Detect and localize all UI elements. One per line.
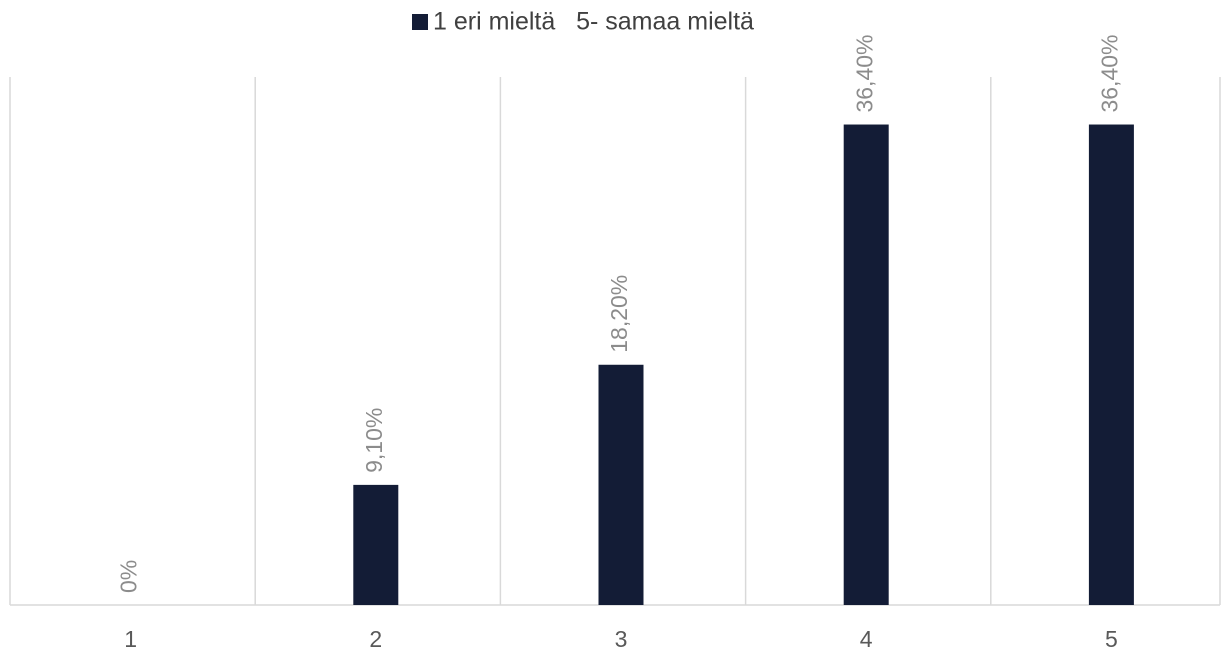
x-tick-label: 4 [860,626,873,652]
bar [598,364,644,605]
data-label: 0% [116,560,142,593]
bar [1088,124,1134,606]
data-label: 18,20% [606,275,632,353]
data-label: 9,10% [361,408,387,473]
x-tick-label: 5 [1105,626,1118,652]
x-tick-label: 2 [369,626,382,652]
x-tick-label: 1 [124,626,137,652]
data-label: 36,40% [851,35,877,113]
bar [843,124,889,606]
x-tick-label: 3 [615,626,628,652]
bar [353,484,399,605]
legend-swatch [412,14,428,30]
data-label: 36,40% [1096,35,1122,113]
legend-label: 1 eri mieltä 5- samaa mieltä [433,8,754,36]
